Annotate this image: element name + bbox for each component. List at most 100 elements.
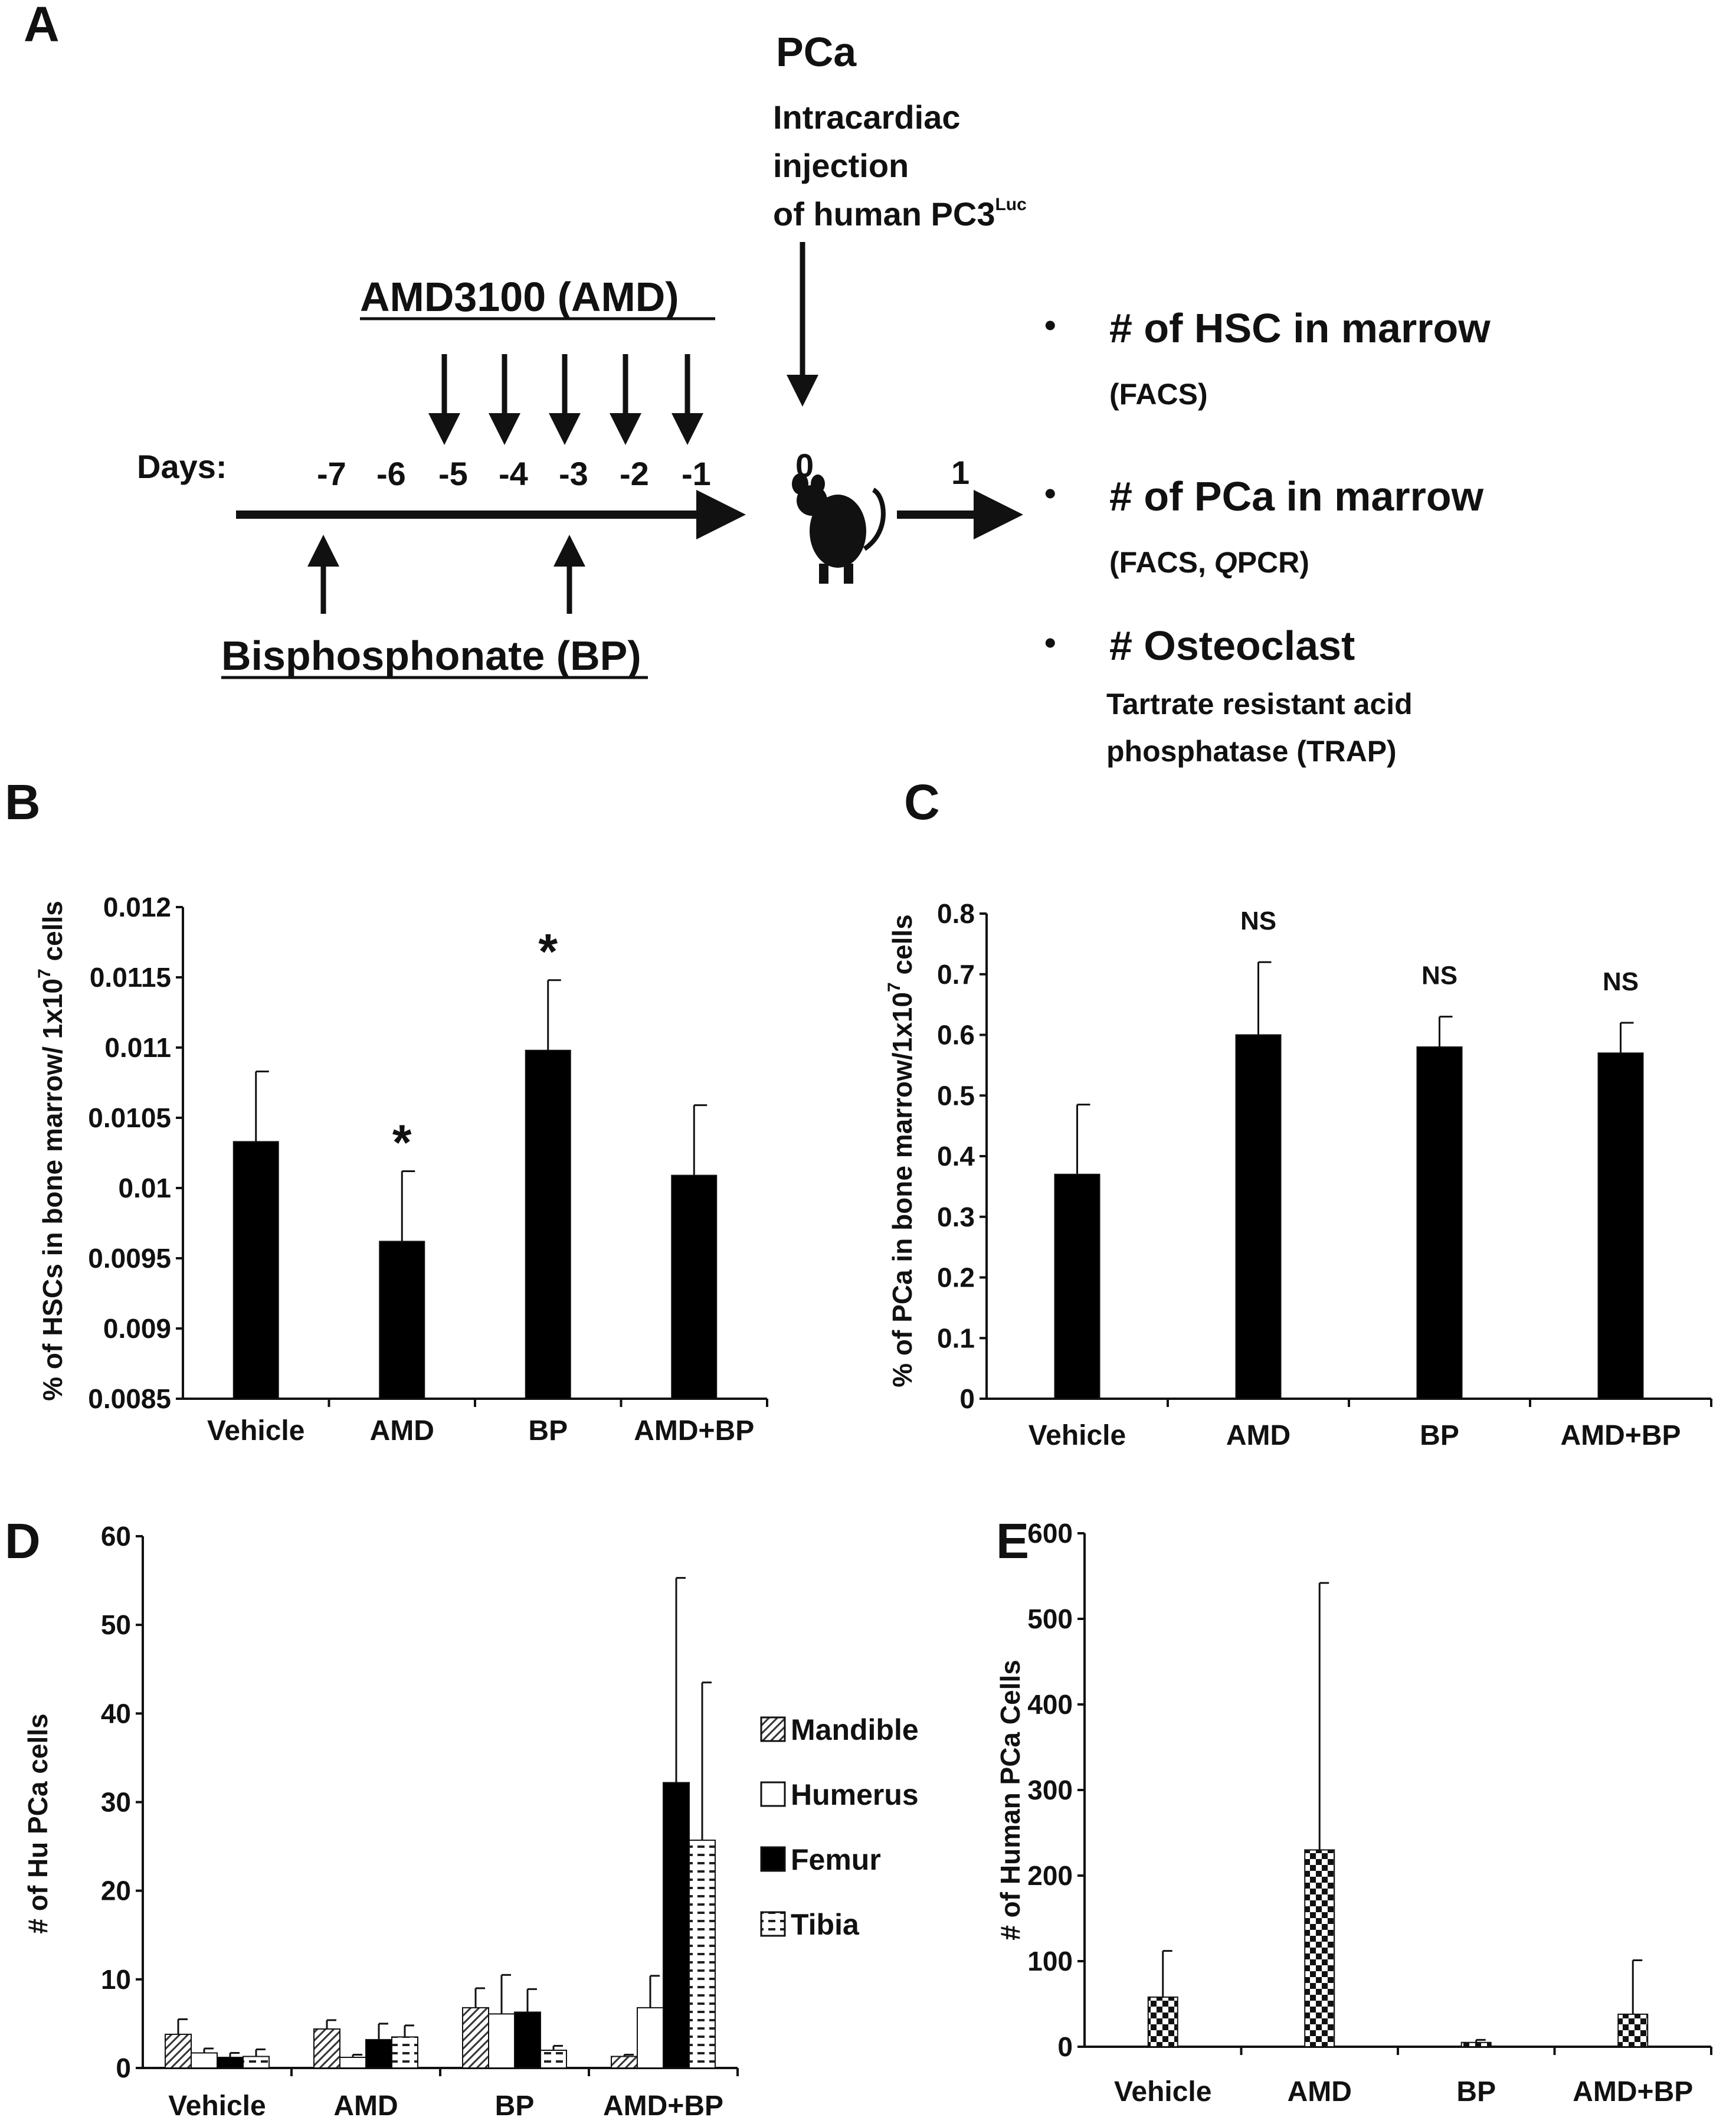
y-tick-label: 60	[101, 1521, 131, 1552]
panel-c-exponent: 7	[885, 982, 904, 992]
significance-label: *	[538, 924, 558, 979]
panel-c-plot-area: 0.8 0.7 0.6 0.5 0.4 0.3 0.2 0.1 0 Vehicle AMD BP AMD…	[937, 898, 1712, 1451]
x-category-label: AMD+BP	[634, 1415, 754, 1447]
panel-c-y-axis-label: % of PCa in bone marrow/1x107 cells	[885, 914, 918, 1388]
outcome-2-sub: (FACS, QPCR)	[1109, 546, 1309, 579]
significance-label: NS	[1240, 907, 1276, 935]
bar	[671, 1174, 718, 1399]
x-category-label: AMD	[333, 2090, 398, 2122]
panel-b-letter: B	[5, 774, 41, 830]
day-tick: -1	[682, 455, 711, 492]
y-tick-label: 0.011	[104, 1032, 171, 1063]
y-tick-label: 0	[959, 1383, 975, 1414]
y-tick-label: 0.6	[937, 1020, 975, 1051]
bar	[243, 2056, 270, 2069]
panel-e-y-axis-label: # of Human PCa Cells	[995, 1660, 1026, 1940]
significance-label: NS	[1603, 967, 1639, 996]
y-tick-label: 0.009	[103, 1313, 171, 1344]
luc-superscript: Luc	[995, 195, 1026, 214]
pca-title: PCa	[776, 29, 857, 75]
y-tick-label: 200	[1027, 1860, 1073, 1891]
y-tick-label: 20	[101, 1876, 131, 1906]
legend-swatch-tibia	[760, 1911, 786, 1937]
panel-b-y-axis-label: % of HSCs in bone marrow/ 1x107 cells	[35, 901, 68, 1401]
legend-swatch-femur	[760, 1846, 786, 1872]
days-label: Days:	[137, 448, 227, 485]
bar	[232, 1141, 279, 1399]
bar	[191, 2052, 218, 2069]
bar	[514, 2011, 541, 2069]
panel-d-y-axis-label: # of Hu PCa cells	[22, 1713, 53, 1933]
bar	[313, 2028, 340, 2069]
bullet-icon: •	[1044, 475, 1056, 512]
bar	[1617, 2013, 1649, 2047]
outcome-1-sub: (FACS)	[1109, 378, 1208, 411]
x-category-label: BP	[1420, 1420, 1459, 1451]
x-category-label: BP	[495, 2090, 535, 2122]
x-category-label: BP	[1456, 2076, 1496, 2108]
y-tick-label: 0.01	[118, 1173, 171, 1203]
x-category-label: AMD+BP	[1573, 2076, 1693, 2108]
day-one-label: 1	[951, 454, 969, 491]
y-tick-label: 400	[1027, 1689, 1073, 1720]
bar	[379, 1241, 425, 1399]
outcome-2-title: # of PCa in marrow	[1109, 473, 1484, 519]
bar	[1597, 1052, 1644, 1399]
legend-label: Femur	[791, 1843, 881, 1876]
bar	[525, 1049, 571, 1399]
injection-line-2: injection	[773, 147, 909, 184]
panel-b-exponent: 7	[35, 968, 54, 979]
x-category-label: Vehicle	[207, 1415, 304, 1447]
y-tick-label: 500	[1027, 1604, 1073, 1634]
y-tick-label: 0.5	[937, 1080, 975, 1111]
bar	[1147, 1996, 1178, 2047]
bar	[1460, 2041, 1492, 2047]
panel-a-schematic: A PCa Intracardiac injection of human PC…	[24, 0, 1491, 768]
y-tick-label: 30	[101, 1787, 131, 1818]
y-tick-label: 100	[1027, 1946, 1073, 1977]
bar	[1235, 1034, 1282, 1399]
panel-d-legend: Mandible Humerus Femur Tibia	[760, 1713, 919, 1941]
bar	[1054, 1173, 1100, 1399]
y-tick-label: 0.4	[937, 1141, 975, 1172]
x-category-label: AMD	[370, 1415, 434, 1447]
y-tick-label: 0.0095	[88, 1243, 171, 1274]
y-tick-label: 0.3	[937, 1202, 975, 1232]
bar	[611, 2056, 638, 2069]
significance-label: NS	[1421, 961, 1457, 990]
panel-c-chart: C % of PCa in bone marrow/1x107 cells 0.…	[885, 774, 1712, 1451]
day-tick: -4	[499, 455, 528, 492]
y-tick-label: 0	[116, 2053, 131, 2083]
bar	[339, 2056, 366, 2069]
significance-label: *	[392, 1114, 412, 1170]
outcome-3-line-2: phosphatase (TRAP)	[1106, 735, 1397, 768]
amd-title: AMD3100 (AMD)	[360, 274, 679, 320]
day-tick: -2	[620, 455, 649, 492]
panel-d-plot-area: 60 50 40 30 20 10 0 Vehicle AMD BP AMD+BP	[101, 1521, 739, 2122]
bp-title: Bisphosphonate (BP)	[221, 633, 641, 679]
y-tick-label: 40	[101, 1698, 131, 1729]
y-tick-label: 0.012	[103, 892, 171, 922]
y-tick-label: 300	[1027, 1775, 1073, 1805]
y-tick-label: 600	[1027, 1518, 1073, 1549]
bar	[217, 2056, 244, 2069]
bar	[1304, 1849, 1335, 2047]
x-category-label: AMD+BP	[1560, 1420, 1681, 1451]
legend-label: Humerus	[791, 1778, 919, 1811]
injection-line-3: of human PC3Luc	[773, 195, 1027, 233]
y-tick-label: 0.7	[937, 959, 975, 990]
mouse-icon	[792, 473, 886, 584]
panel-e-chart: E # of Human PCa Cells 600 500 400 300 200 10…	[995, 1513, 1712, 2108]
y-tick-label: 0	[1057, 2031, 1073, 2062]
y-tick-label: 0.2	[937, 1262, 975, 1293]
outcome-1-title: # of HSC in marrow	[1109, 305, 1491, 351]
outcome-list: • # of HSC in marrow (FACS) • # of PCa i…	[1044, 305, 1491, 768]
panel-d-letter: D	[5, 1513, 41, 1569]
outcome-3-line-1: Tartrate resistant acid	[1106, 688, 1413, 721]
panel-a-letter: A	[24, 0, 60, 52]
bar	[488, 2013, 515, 2069]
amd-dose-arrows	[428, 354, 703, 445]
bar	[391, 2036, 418, 2069]
day-tick-labels: -7 -6 -5 -4 -3 -2 -1	[317, 455, 711, 492]
